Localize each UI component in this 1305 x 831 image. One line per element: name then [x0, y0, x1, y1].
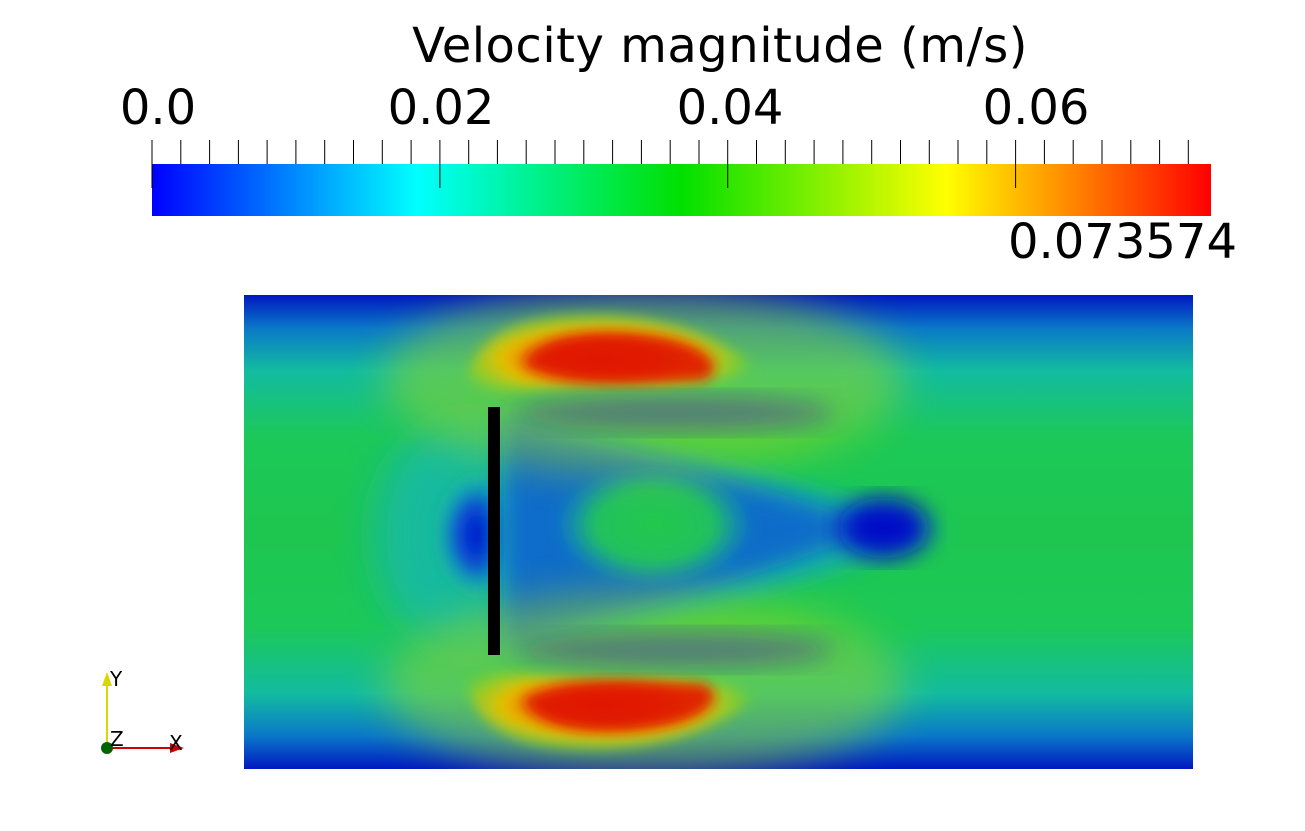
- orientation-axes: Y Z X: [90, 664, 200, 764]
- z-axis-label: Z: [110, 727, 124, 751]
- colorbar-tick-label-1: 0.02: [387, 80, 495, 136]
- colorbar-max-label: 0.073574: [1007, 214, 1237, 270]
- x-axis-arrow-icon: [170, 743, 184, 753]
- colorbar: [151, 140, 1211, 216]
- flat-plate-obstacle: [488, 407, 500, 655]
- colorbar-gradient: [152, 164, 1211, 216]
- velocity-field-svg: [244, 295, 1193, 769]
- axes-svg: [101, 672, 184, 754]
- colorbar-tick-label-2: 0.04: [676, 80, 784, 136]
- y-axis-label: Y: [110, 667, 123, 691]
- colorbar-ticks: [151, 140, 1189, 188]
- colorbar-title: Velocity magnitude (m/s): [412, 18, 1028, 74]
- velocity-field-plot: [244, 295, 1193, 769]
- colorbar-tick-label-0: 0.0: [119, 80, 197, 136]
- x-axis-label: X: [169, 731, 183, 755]
- colorbar-tick-label-3: 0.06: [982, 80, 1090, 136]
- wake-core: [554, 463, 754, 587]
- z-axis-dot-icon: [101, 742, 113, 754]
- y-axis-arrow-icon: [102, 672, 112, 686]
